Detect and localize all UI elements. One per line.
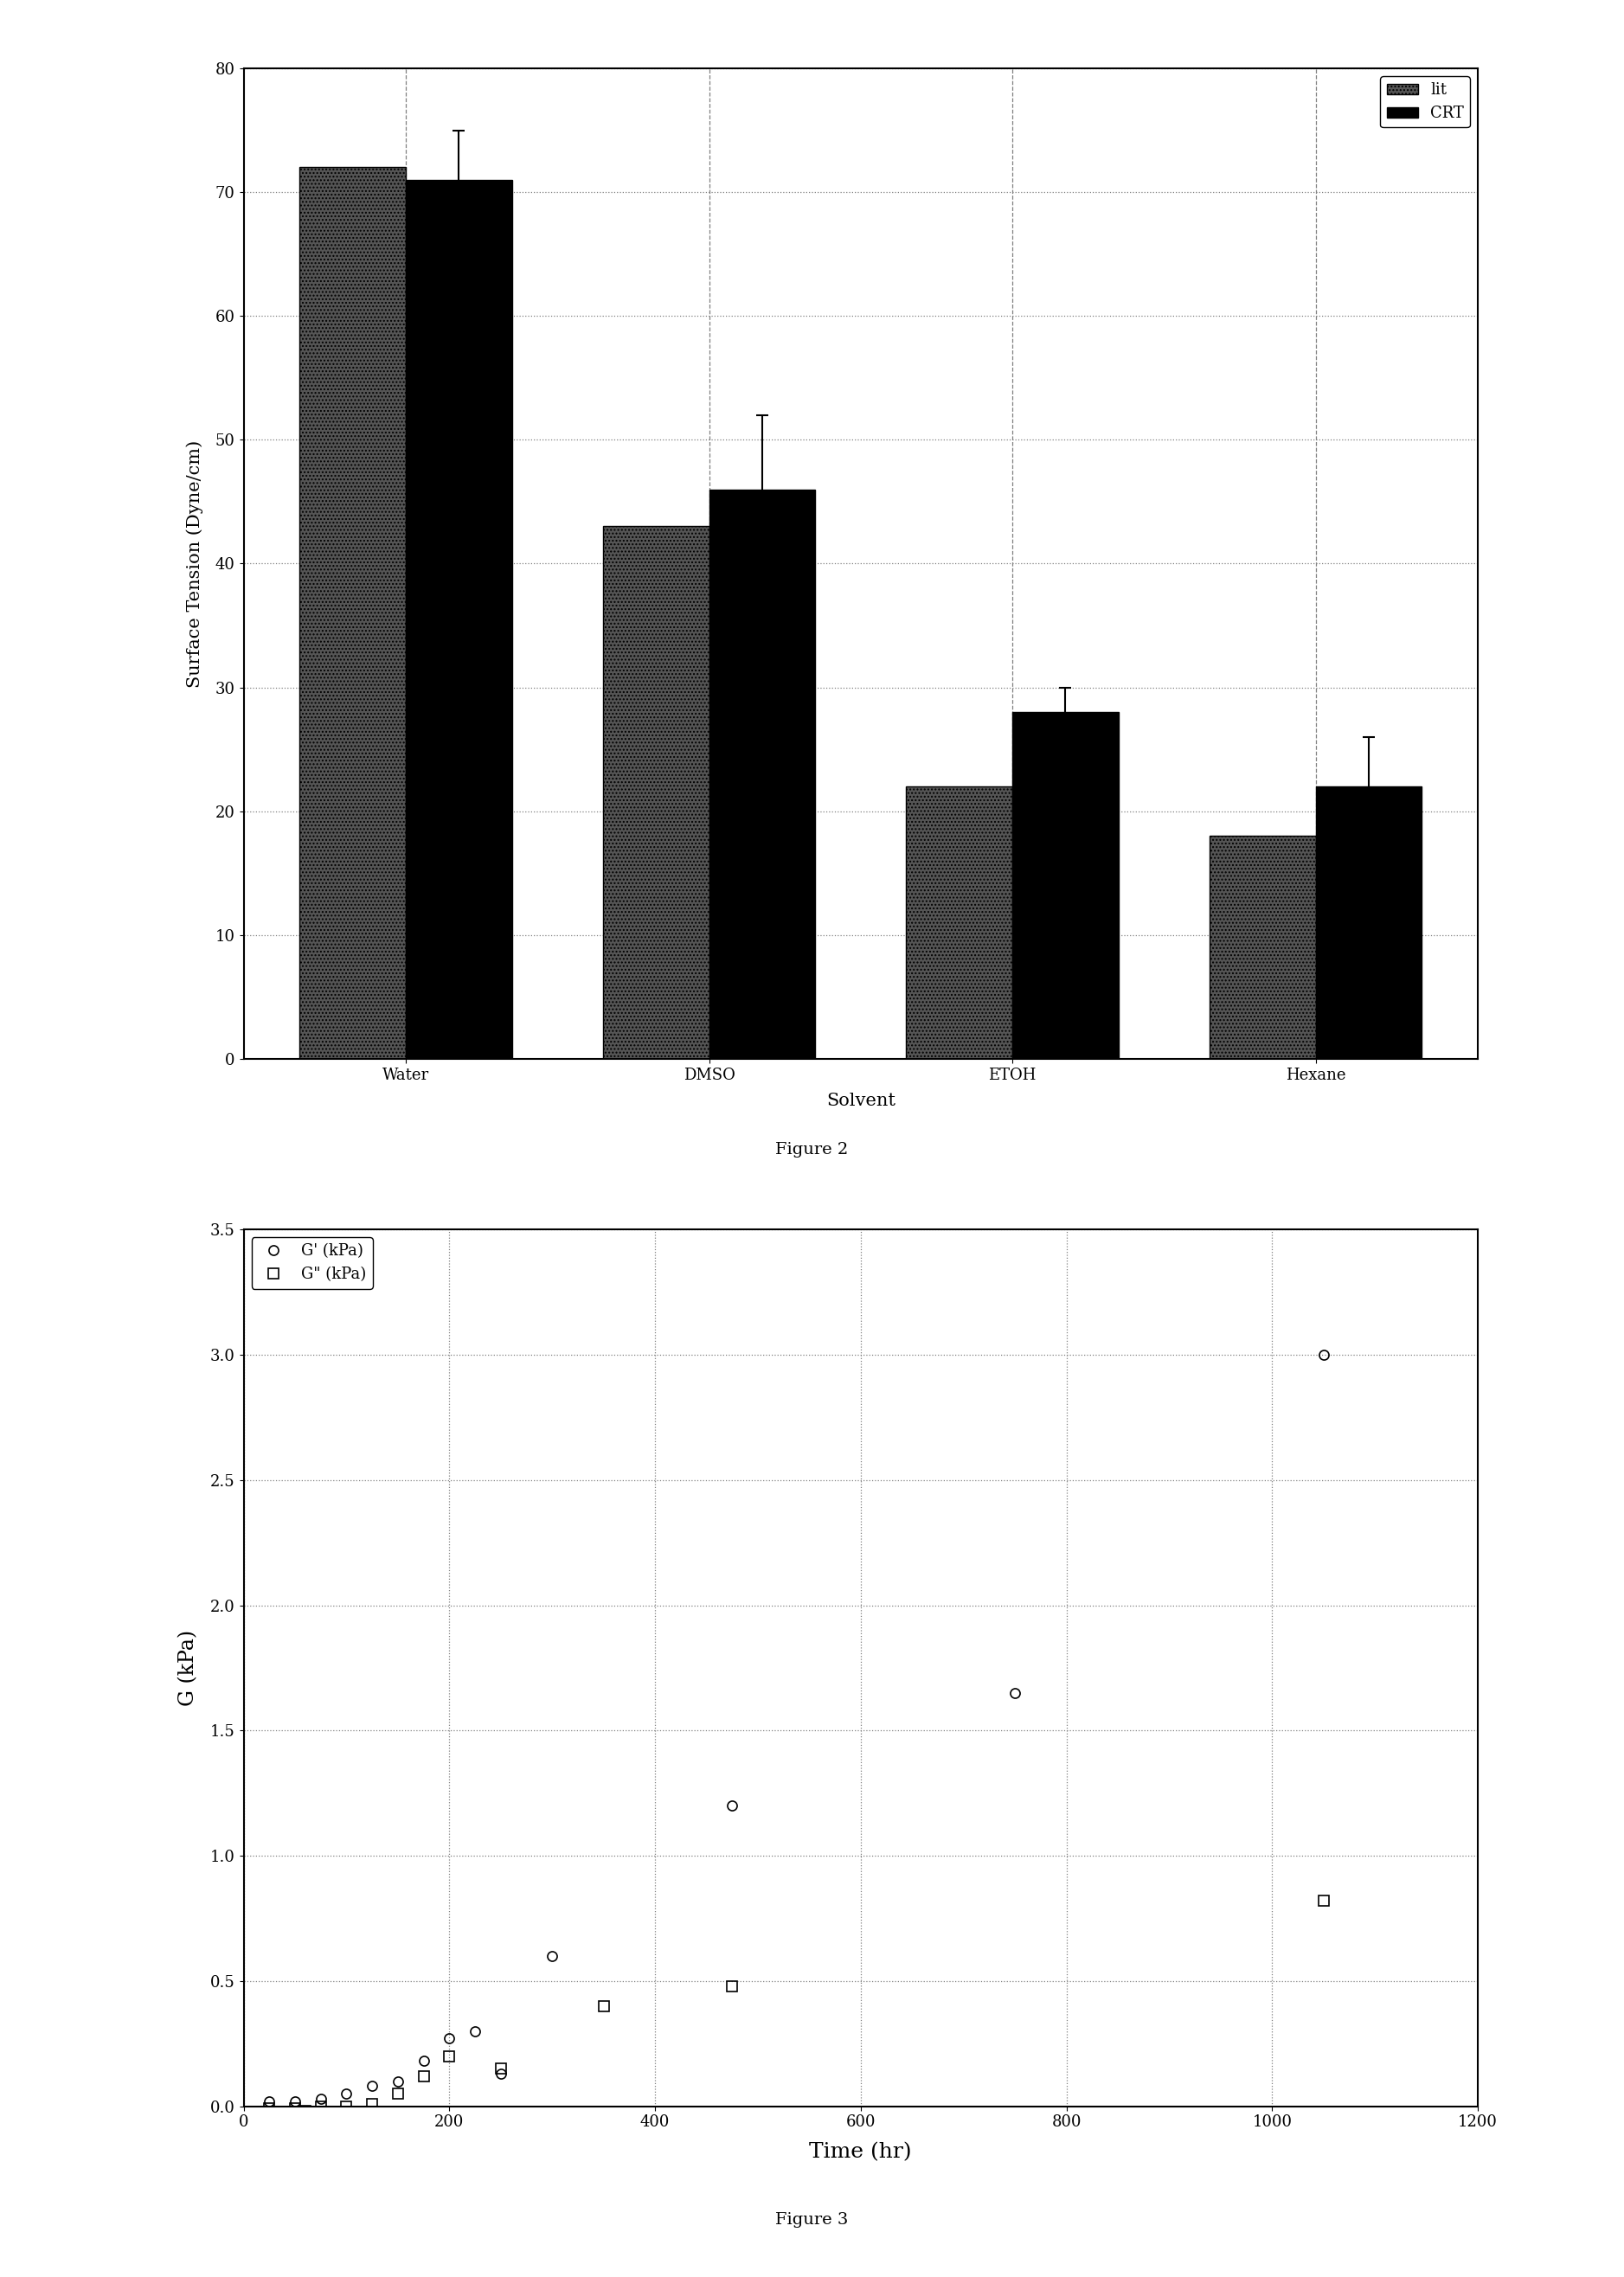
Bar [406, 180, 512, 1059]
G" (kPa) [723, 1972, 742, 1999]
G' (kPa) [286, 2088, 305, 2115]
G' (kPa) [1314, 1341, 1333, 1368]
Bar [603, 526, 710, 1059]
G' (kPa) [388, 2068, 408, 2095]
G" (kPa) [594, 1992, 614, 2020]
G' (kPa) [464, 2017, 484, 2045]
G" (kPa) [388, 2081, 408, 2109]
Legend: lit, CRT: lit, CRT [1380, 75, 1470, 128]
G" (kPa) [260, 2095, 279, 2122]
Line: G" (kPa): G" (kPa) [265, 1897, 1328, 2115]
Legend: G' (kPa), G" (kPa): G' (kPa), G" (kPa) [252, 1236, 374, 1289]
Bar [906, 786, 1012, 1059]
G' (kPa) [542, 1942, 562, 1970]
G" (kPa) [362, 2090, 382, 2118]
G" (kPa) [1314, 1888, 1333, 1915]
Bar [300, 168, 406, 1059]
G' (kPa) [260, 2088, 279, 2115]
Text: Figure 2: Figure 2 [776, 1143, 848, 1157]
G" (kPa) [440, 2042, 460, 2070]
G" (kPa) [414, 2063, 434, 2090]
G" (kPa) [286, 2095, 305, 2122]
G' (kPa) [723, 1792, 742, 1819]
X-axis label: Time (hr): Time (hr) [809, 2143, 913, 2163]
X-axis label: Solvent: Solvent [827, 1093, 895, 1109]
Y-axis label: Surface Tension (Dyne/cm): Surface Tension (Dyne/cm) [187, 439, 203, 688]
Line: G' (kPa): G' (kPa) [265, 1350, 1328, 2106]
G' (kPa) [336, 2081, 356, 2109]
G" (kPa) [490, 2054, 510, 2081]
G" (kPa) [336, 2093, 356, 2120]
Y-axis label: G (kPa): G (kPa) [179, 1630, 198, 1705]
G" (kPa) [312, 2093, 331, 2120]
G" (kPa) [296, 2097, 315, 2124]
Bar [710, 490, 815, 1059]
G' (kPa) [414, 2047, 434, 2074]
Bar [1012, 713, 1119, 1059]
G' (kPa) [312, 2086, 331, 2113]
Text: Figure 3: Figure 3 [776, 2213, 848, 2227]
G' (kPa) [362, 2072, 382, 2099]
Bar [1210, 836, 1315, 1059]
Bar [1315, 786, 1421, 1059]
G' (kPa) [490, 2061, 510, 2088]
G' (kPa) [440, 2024, 460, 2052]
G' (kPa) [1005, 1680, 1025, 1708]
